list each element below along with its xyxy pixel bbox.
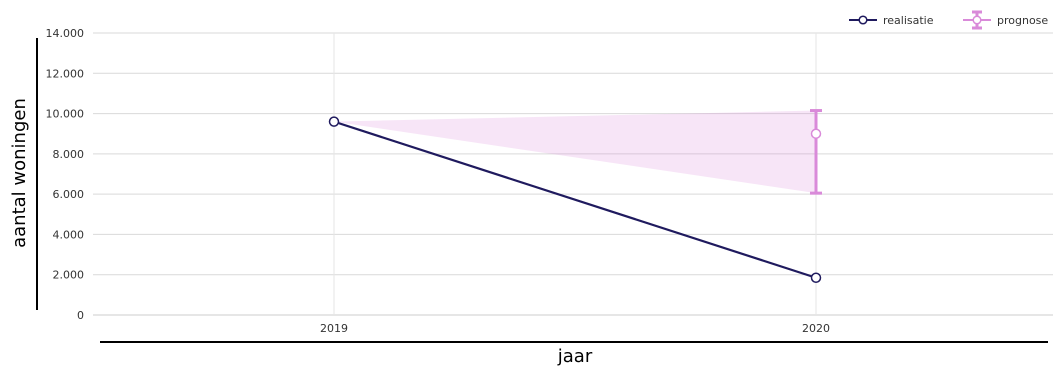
y-tick-label: 12.000 xyxy=(46,67,85,80)
x-axis-ticks: 2019 2020 xyxy=(320,322,830,335)
x-axis-title: jaar xyxy=(557,346,593,367)
legend-label-prognose: prognose xyxy=(997,14,1048,27)
x-tick-label: 2019 xyxy=(320,322,348,335)
y-tick-label: 0 xyxy=(77,309,84,322)
legend-marker-prognose xyxy=(972,15,982,25)
realisatie-point xyxy=(328,116,340,127)
series-layer xyxy=(328,109,822,283)
legend-item-realisatie: realisatie xyxy=(849,14,934,27)
legend-item-prognose: prognose xyxy=(963,10,1048,30)
y-axis-title: aantal woningen xyxy=(9,98,30,248)
prognose-range-area xyxy=(334,110,816,194)
prognose-band xyxy=(334,110,816,194)
prognose-point xyxy=(810,128,822,139)
y-axis-ticks: 0 2.000 4.000 6.000 8.000 10.000 12.000 14.000 xyxy=(46,27,85,322)
y-tick-label: 8.000 xyxy=(53,148,85,161)
y-tick-label: 2.000 xyxy=(53,269,85,282)
y-tick-label: 14.000 xyxy=(46,27,85,40)
y-tick-label: 10.000 xyxy=(46,108,85,121)
gridlines xyxy=(93,32,1053,316)
y-tick-label: 4.000 xyxy=(53,228,85,241)
legend-label-realisatie: realisatie xyxy=(883,14,934,27)
legend: realisatie prognose xyxy=(849,10,1048,30)
legend-marker-realisatie xyxy=(858,15,868,25)
realisatie-point xyxy=(810,272,822,283)
x-tick-label: 2020 xyxy=(802,322,830,335)
series-line-realisatie xyxy=(333,120,817,279)
y-tick-label: 6.000 xyxy=(53,188,85,201)
